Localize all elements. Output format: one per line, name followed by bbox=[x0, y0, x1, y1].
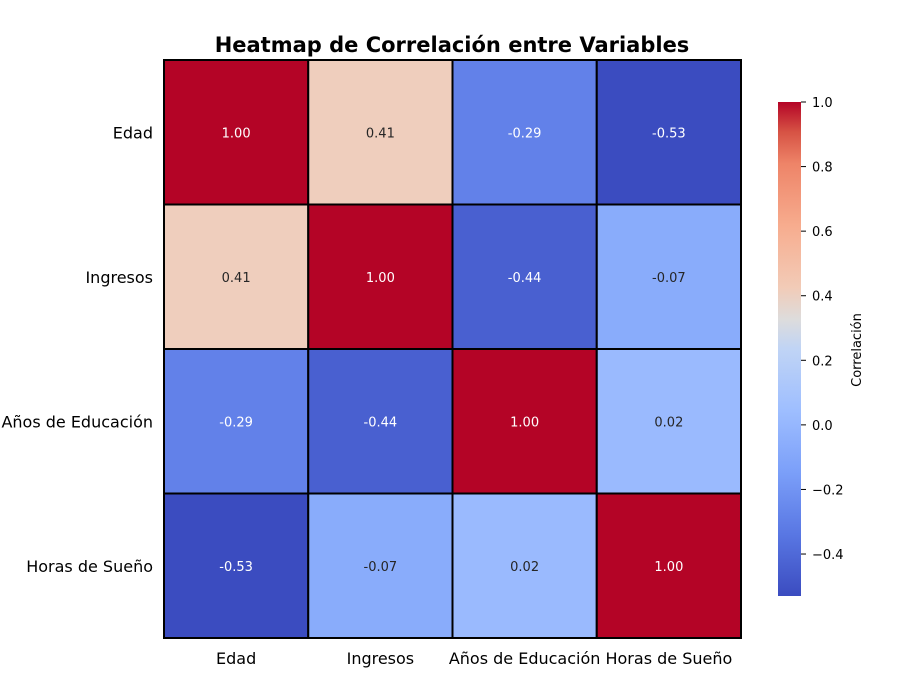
heatmap-cell-value: -0.44 bbox=[508, 271, 542, 286]
heatmap-cell-value: -0.53 bbox=[219, 560, 253, 575]
colorbar-tick-label: −0.4 bbox=[812, 548, 844, 563]
heatmap-cell-value: 1.00 bbox=[222, 126, 251, 141]
heatmap-cell-value: 0.02 bbox=[654, 415, 683, 430]
colorbar-tick-label: 0.8 bbox=[812, 161, 833, 176]
heatmap-cell-value: 1.00 bbox=[510, 415, 539, 430]
colorbar-tick-label: 0.6 bbox=[812, 225, 833, 240]
chart-title: Heatmap de Correlación entre Variables bbox=[215, 33, 690, 57]
x-axis-tick-label: Edad bbox=[216, 649, 256, 668]
x-axis-tick-label: Ingresos bbox=[347, 649, 415, 668]
heatmap-cell-value: -0.44 bbox=[364, 415, 398, 430]
heatmap-cell bbox=[307, 59, 454, 206]
heatmap-cell bbox=[595, 59, 742, 206]
heatmap-cell bbox=[595, 348, 742, 495]
x-axis-tick-label: Horas de Sueño bbox=[605, 649, 732, 668]
heatmap-cell-value: 0.02 bbox=[510, 560, 539, 575]
heatmap-cell bbox=[451, 59, 598, 206]
heatmap-cell bbox=[307, 348, 454, 495]
colorbar-ticks: 1.0 0.8 0.6 0.4 0.2 0.0 −0.2 −0.4 bbox=[801, 96, 844, 563]
heatmap-cell bbox=[307, 203, 454, 350]
heatmap-cell-labels: 1.00 0.41 -0.29 -0.53 0.41 1.00 -0.44 -0.07 -0.2… bbox=[219, 126, 685, 575]
heatmap-cell bbox=[595, 203, 742, 350]
y-axis-tick-label: Horas de Sueño bbox=[26, 557, 153, 576]
heatmap-cell-value: 0.41 bbox=[366, 126, 395, 141]
heatmap-cell-value: 0.41 bbox=[222, 271, 251, 286]
heatmap-cell bbox=[595, 492, 742, 639]
y-axis-tick-label: Edad bbox=[113, 123, 153, 142]
colorbar-tick-label: 0.4 bbox=[812, 290, 833, 305]
colorbar-tick-label: 0.2 bbox=[812, 354, 833, 369]
heatmap-cell-value: 1.00 bbox=[654, 560, 683, 575]
heatmap-cell-value: 1.00 bbox=[366, 271, 395, 286]
colorbar: 1.0 0.8 0.6 0.4 0.2 0.0 −0.2 −0.4 Correlación bbox=[778, 96, 865, 596]
y-axis-tick-label: Ingresos bbox=[85, 268, 153, 287]
y-axis-tick-labels: Edad Ingresos Años de Educación Horas de Su… bbox=[1, 123, 153, 576]
heatmap-cell bbox=[163, 59, 310, 206]
heatmap-cell-value: -0.29 bbox=[219, 415, 253, 430]
heatmap-cell-value: -0.29 bbox=[508, 126, 542, 141]
x-axis-tick-labels: Edad Ingresos Años de Educación Horas de Su… bbox=[216, 649, 732, 668]
colorbar-tick-label: −0.2 bbox=[812, 483, 844, 498]
colorbar-gradient bbox=[778, 102, 801, 596]
heatmap-cells bbox=[163, 59, 742, 639]
heatmap-cell bbox=[163, 492, 310, 639]
heatmap-cell-value: -0.53 bbox=[652, 126, 686, 141]
heatmap-cell bbox=[307, 492, 454, 639]
x-axis-tick-label: Años de Educación bbox=[449, 649, 601, 668]
heatmap-cell-value: -0.07 bbox=[652, 271, 686, 286]
colorbar-tick-label: 0.0 bbox=[812, 419, 833, 434]
colorbar-label: Correlación bbox=[850, 313, 865, 387]
heatmap-cell-value: -0.07 bbox=[364, 560, 398, 575]
colorbar-tick-label: 1.0 bbox=[812, 96, 833, 111]
y-axis-tick-label: Años de Educación bbox=[1, 412, 153, 431]
